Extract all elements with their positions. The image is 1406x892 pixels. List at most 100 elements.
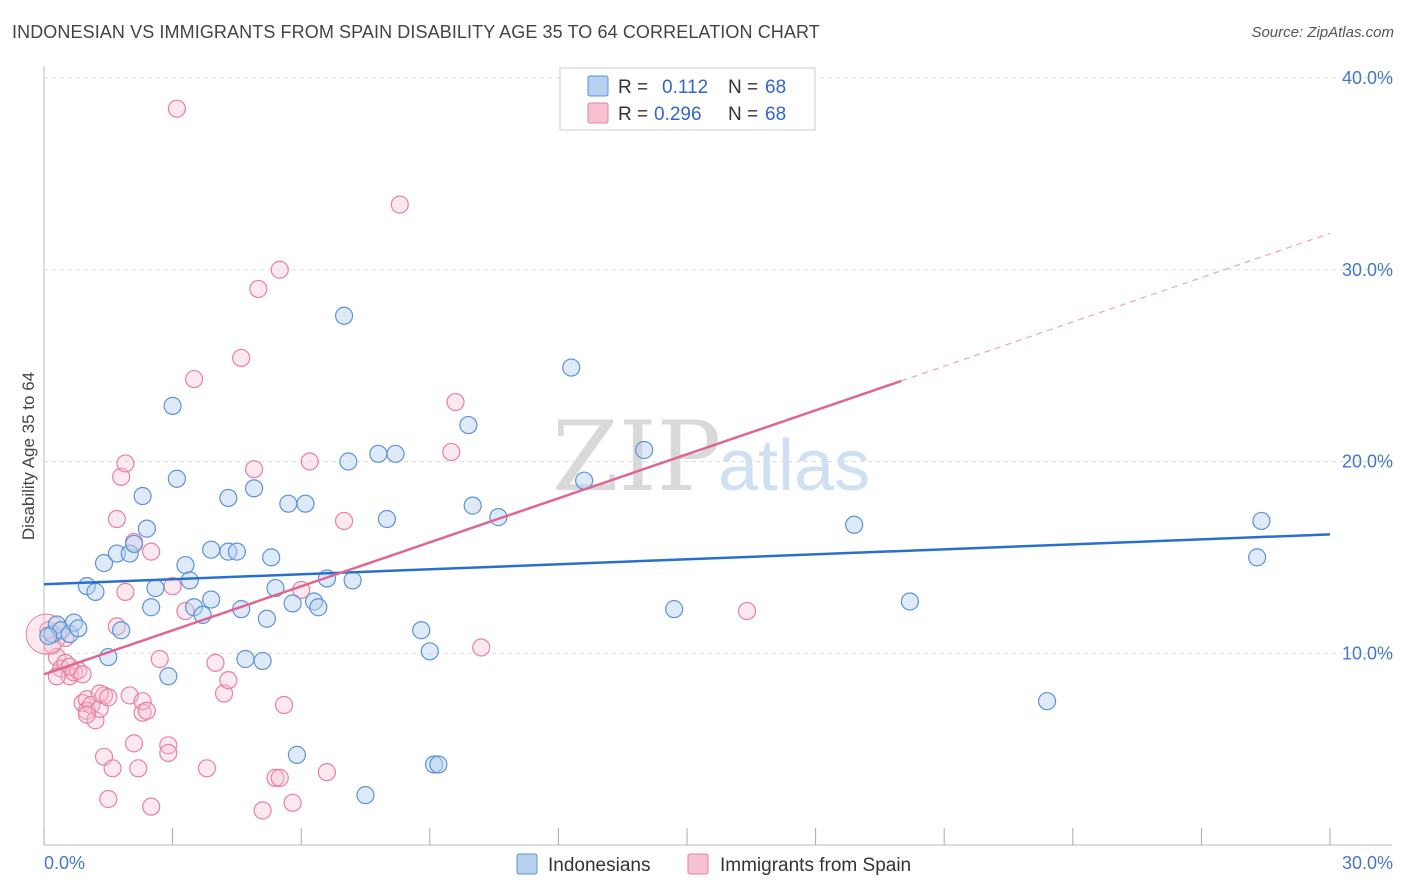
indonesian-point-48 (369, 444, 388, 463)
series-legend: Indonesians Immigrants from Spain (516, 853, 911, 876)
x-tick-labels: 0.0% 30.0% (44, 853, 1393, 873)
indonesian-point-22 (180, 571, 199, 590)
spain-point-37 (167, 99, 186, 118)
spain-point-38 (176, 601, 195, 621)
spain-point-60 (472, 638, 491, 657)
spain-point-40 (197, 759, 216, 778)
spain-point-16 (90, 684, 109, 703)
spain-point-56 (334, 511, 354, 531)
indonesian-point-11 (107, 544, 126, 563)
indonesian-point-44 (334, 306, 354, 325)
indonesians-trend-line (43, 533, 1331, 586)
legend-n-value-1: 68 (765, 77, 786, 98)
spain-point-28 (129, 759, 148, 778)
indonesian-point-34 (257, 609, 277, 628)
indonesian-point-35 (262, 548, 281, 567)
indonesian-point-31 (236, 649, 255, 669)
spain-point-39 (184, 369, 204, 389)
legend-swatch-blue (587, 75, 609, 97)
indonesian-point-12 (120, 544, 139, 563)
indonesian-point-51 (412, 621, 431, 640)
indonesian-point-60 (635, 440, 654, 460)
indonesian-point-42 (309, 598, 328, 617)
indonesian-point-36 (266, 578, 285, 598)
indonesian-point-52 (420, 642, 439, 661)
indonesian-point-10 (112, 621, 131, 640)
spain-point-31 (142, 542, 161, 561)
indonesian-point-7 (86, 582, 105, 601)
spain-point-55 (317, 763, 337, 782)
trend-lines (43, 232, 1331, 676)
chart-title: INDONESIAN VS IMMIGRANTS FROM SPAIN DISA… (12, 22, 820, 42)
spain-point-62 (77, 705, 96, 724)
gridlines (44, 77, 1392, 654)
indonesian-point-33 (253, 651, 272, 671)
spain-point-42 (214, 684, 234, 703)
indonesian-point-15 (137, 519, 156, 538)
spain-point-24 (116, 454, 135, 473)
bottom-legend-label-indonesians: Indonesians (548, 855, 650, 876)
spain-point-65 (137, 701, 156, 720)
indonesian-point-49 (377, 509, 397, 529)
bottom-legend-label-spain: Immigrants from Spain (720, 855, 911, 876)
legend-n-label-1: N = (728, 77, 758, 98)
indonesian-point-16 (142, 598, 161, 617)
indonesian-point-65 (1248, 548, 1267, 567)
spain-point-67 (73, 665, 92, 684)
source-label: Source: ZipAtlas.com (1251, 24, 1394, 41)
spain-point-23 (116, 582, 135, 601)
spain-trend-line (43, 379, 902, 676)
indonesian-point-5 (69, 619, 88, 638)
spain-point-35 (159, 743, 178, 763)
indonesian-point-32 (244, 479, 264, 498)
indonesian-point-47 (356, 786, 375, 805)
indonesian-point-20 (167, 469, 186, 488)
indonesian-point-17 (146, 578, 165, 598)
indonesian-point-53 (424, 755, 444, 774)
spain-point-54 (300, 452, 319, 471)
legend-r-value-1: 0.112 (662, 77, 708, 98)
spain-point-19 (103, 759, 122, 778)
spain-point-51 (274, 695, 294, 715)
legend-r-value-2: 0.296 (654, 104, 702, 125)
spain-point-46 (249, 279, 268, 299)
indonesian-point-38 (283, 594, 302, 613)
indonesian-point-55 (459, 415, 478, 435)
indonesian-point-25 (202, 590, 221, 609)
x-tick-label-0: 0.0% (44, 853, 85, 873)
spain-point-43 (219, 670, 238, 690)
spain-point-44 (232, 348, 251, 368)
correlation-legend: R = 0.112 N = 68 R = 0.296 N = 68 (559, 67, 816, 131)
legend-n-label-2: N = (728, 104, 758, 125)
indonesian-point-63 (900, 592, 920, 611)
series-immigrants-from-spain (25, 99, 757, 820)
legend-swatch-pink (587, 102, 609, 124)
spain-point-48 (266, 768, 285, 787)
legend-r-label-1: R = (618, 77, 648, 98)
y-axis-label: Disability Age 35 to 64 (19, 372, 38, 540)
indonesian-point-29 (227, 542, 246, 561)
indonesian-point-61 (665, 600, 684, 619)
indonesian-point-8 (94, 554, 114, 573)
y-tick-label-1: 20.0% (1342, 452, 1393, 472)
y-tick-label-3: 40.0% (1342, 68, 1393, 88)
indonesian-point-19 (163, 396, 182, 415)
y-tick-label-0: 10.0% (1342, 643, 1393, 663)
spain-point-34 (159, 736, 178, 755)
indonesian-point-37 (279, 494, 298, 513)
indonesian-point-26 (202, 540, 221, 559)
spain-point-27 (124, 734, 144, 753)
watermark-atlas: atlas (718, 426, 870, 506)
indonesian-point-14 (133, 486, 152, 506)
y-tick-label-2: 30.0% (1342, 260, 1393, 280)
indonesian-point-21 (176, 555, 195, 575)
spain-point-45 (244, 460, 264, 479)
indonesian-point-62 (845, 515, 864, 534)
spain-point-32 (142, 797, 161, 816)
axes (43, 66, 1392, 846)
indonesian-point-13 (124, 534, 144, 554)
indonesian-point-54 (429, 755, 448, 774)
bottom-legend-swatch-spain (687, 853, 709, 875)
watermark-zip: ZIP (552, 401, 721, 513)
spain-point-50 (270, 260, 289, 279)
